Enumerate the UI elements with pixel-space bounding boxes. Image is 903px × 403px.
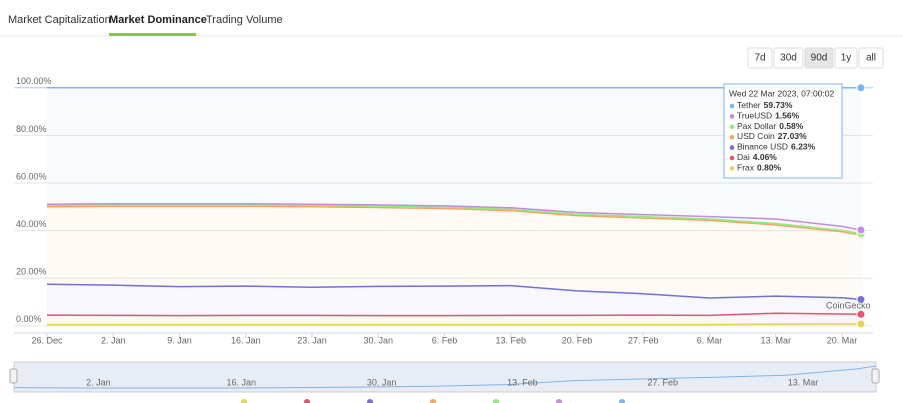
y-tick-label: 60.00%	[16, 171, 47, 181]
navigator-line	[13, 365, 877, 389]
tooltip-dot	[729, 114, 735, 119]
navigator-label: 2. Jan	[86, 377, 111, 387]
range-button[interactable]	[747, 47, 773, 69]
tooltip-dot	[729, 155, 735, 161]
line	[46, 204, 862, 235]
line	[47, 323, 861, 326]
line	[46, 312, 861, 317]
tooltip-row: Tether59.73%	[737, 100, 793, 110]
tooltip-dot	[729, 103, 735, 109]
point-marker	[856, 294, 866, 304]
series-name: Dai	[737, 152, 750, 162]
tooltip-dot	[729, 145, 735, 150]
tab[interactable]: Market Dominance	[109, 14, 207, 26]
range-button-label[interactable]: 1y	[841, 53, 852, 64]
tooltip-dot	[729, 124, 735, 130]
tooltip: Wed 22 Mar 2023, 07:00:02 Tether59.73%Tru…	[723, 83, 843, 179]
legend-symbol[interactable]	[619, 399, 625, 403]
series-name: Frax	[737, 163, 755, 173]
range-button[interactable]	[834, 47, 858, 69]
legend-symbol[interactable]	[304, 399, 310, 403]
x-tick-label: 30. Jan	[363, 335, 393, 345]
area	[47, 206, 861, 300]
point-marker	[856, 83, 866, 93]
range-button-label[interactable]: 30d	[780, 53, 797, 64]
tooltip-row: Binance USD6.23%	[737, 142, 816, 152]
point-marker	[856, 225, 866, 235]
x-tick-label: 9. Jan	[167, 335, 192, 345]
line	[46, 205, 862, 236]
navigator-label: 27. Feb	[647, 377, 678, 387]
range-button-label[interactable]: 7d	[754, 53, 765, 64]
x-tick-label: 6. Mar	[697, 335, 723, 345]
range-button-label[interactable]: 90d	[811, 53, 828, 64]
tooltip-dot	[729, 134, 735, 140]
value-label: 0.80%	[757, 163, 782, 173]
x-tick-label: 20. Feb	[562, 335, 593, 345]
legend-symbol[interactable]	[430, 399, 436, 403]
tooltip-row: Dai4.06%	[737, 152, 777, 162]
series-name: USD Coin	[737, 131, 775, 141]
y-tick-label: 20.00%	[16, 267, 47, 277]
x-tick-label: 2. Jan	[101, 335, 126, 345]
area	[47, 284, 861, 316]
legend-symbol[interactable]	[493, 399, 499, 403]
series-name: Binance USD	[737, 142, 788, 152]
x-tick-label: 6. Feb	[432, 335, 458, 345]
value-label: 6.23%	[791, 142, 816, 152]
y-tick-label: 80.00%	[16, 124, 47, 134]
navigator-handle[interactable]	[9, 368, 18, 384]
x-tick-label: 20. Mar	[827, 335, 858, 345]
value-label: 0.58%	[779, 121, 804, 131]
line	[46, 283, 861, 301]
x-tick-label: 27. Feb	[628, 335, 659, 345]
navigator-label: 16. Jan	[226, 377, 256, 387]
x-tick-label: 16. Jan	[231, 335, 261, 345]
tab[interactable]: Market Capitalization	[8, 14, 111, 26]
tooltip-row: TrueUSD1.56%	[737, 111, 800, 121]
value-label: 1.56%	[775, 111, 800, 121]
tooltip-row: Frax0.80%	[737, 163, 782, 173]
range-button-label[interactable]: all	[866, 53, 876, 64]
value-label: 59.73%	[764, 100, 793, 110]
legend-symbol[interactable]	[556, 399, 562, 403]
line	[46, 202, 862, 231]
tooltip-row: Pax Dollar0.58%	[737, 121, 804, 131]
tooltip-title: Wed 22 Mar 2023, 07:00:02	[729, 88, 834, 98]
legend-symbol[interactable]	[241, 399, 247, 403]
range-button[interactable]	[858, 47, 884, 69]
navigator-handle[interactable]	[871, 368, 880, 384]
y-tick-label: 0.00%	[16, 314, 42, 324]
tab-underline	[109, 33, 196, 36]
value-label: 4.06%	[753, 152, 778, 162]
tooltip-row: USD Coin27.03%	[737, 131, 807, 141]
point-marker	[856, 309, 866, 319]
range-button[interactable]	[804, 47, 834, 69]
series-name: Tether	[737, 100, 761, 110]
navigator-label: 13. Feb	[507, 377, 538, 387]
y-tick-label: 40.00%	[16, 219, 47, 229]
navigator-label: 13. Mar	[788, 377, 819, 387]
series-name: TrueUSD	[737, 111, 772, 121]
tab[interactable]: Trading Volume	[206, 14, 283, 26]
series-name: Pax Dollar	[737, 121, 776, 131]
tooltip-box	[723, 83, 843, 179]
x-tick-label: 13. Feb	[495, 335, 526, 345]
watermark: CoinGecko	[826, 300, 871, 310]
tooltip-dot	[729, 166, 735, 171]
value-label: 27.03%	[778, 131, 807, 141]
legend-symbol[interactable]	[367, 399, 373, 403]
point-marker	[856, 319, 866, 329]
area	[47, 87, 861, 230]
navigator-label: 30. Jan	[367, 377, 397, 387]
x-tick-label: 23. Jan	[297, 335, 327, 345]
range-button[interactable]	[773, 47, 804, 69]
x-tick-label: 26. Dec	[31, 335, 63, 345]
x-tick-label: 13. Mar	[760, 335, 791, 345]
y-tick-label: 100.00%	[16, 76, 52, 86]
